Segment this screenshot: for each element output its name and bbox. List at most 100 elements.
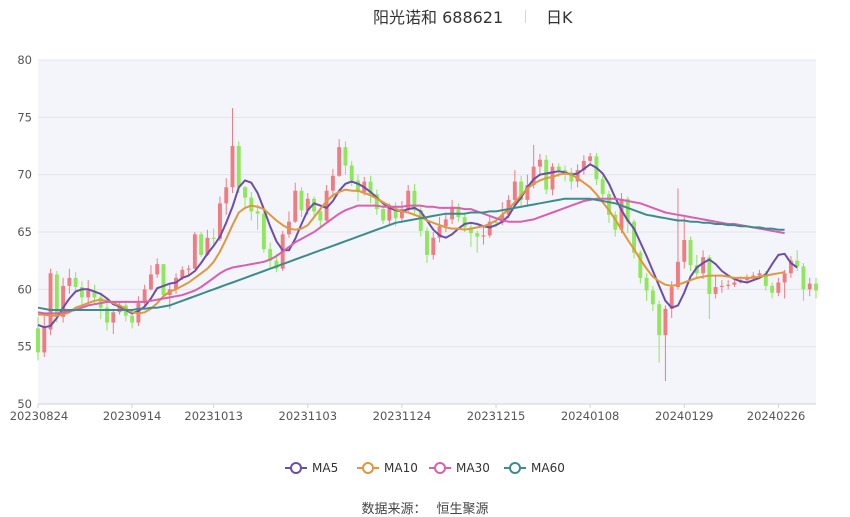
candle-body <box>224 187 229 204</box>
candle-down <box>356 174 360 202</box>
candle-down <box>255 204 260 230</box>
candle-down <box>161 264 166 299</box>
candle-body <box>236 146 241 188</box>
candle-up <box>537 154 542 176</box>
candle-up <box>732 279 737 288</box>
candle-body <box>381 209 386 221</box>
candle-down <box>814 277 818 299</box>
candle-down <box>105 301 109 331</box>
candle-down <box>318 207 323 228</box>
candle-up <box>142 284 147 307</box>
candle-down <box>770 282 775 299</box>
candle-down <box>343 141 348 175</box>
period-label: 日K <box>546 8 573 27</box>
legend-swatch-ma5 <box>285 462 307 474</box>
candle-body <box>54 274 59 317</box>
candle-body <box>186 268 191 270</box>
candle-body <box>111 312 116 323</box>
ma30-line <box>37 197 785 315</box>
candle-body <box>117 305 122 313</box>
candle-body <box>519 181 524 200</box>
candle-down <box>79 281 84 308</box>
legend-item-ma30[interactable]: MA30 <box>429 458 490 478</box>
legend-swatch-ma10 <box>357 462 379 474</box>
candle-up <box>807 277 812 297</box>
y-tick-label: 70 <box>17 168 32 182</box>
candle-down <box>456 203 461 222</box>
stock-name-code: 阳光诺和 688621 <box>373 8 504 27</box>
legend: MA5 MA10 MA30 MA60 <box>0 458 850 478</box>
candle-body <box>644 277 649 291</box>
candle-down <box>236 141 241 194</box>
candle-body <box>613 214 618 230</box>
x-tick-label: 20230914 <box>103 409 162 423</box>
x-tick-label: 20240129 <box>655 409 714 423</box>
candle-up <box>174 273 178 294</box>
candle-down <box>468 222 473 247</box>
candle-body <box>399 209 404 219</box>
candle-body <box>494 221 498 223</box>
y-tick-label: 80 <box>17 53 32 67</box>
candle-body <box>356 180 360 192</box>
candle-up <box>406 184 411 213</box>
candle-up <box>431 232 436 260</box>
candle-up <box>117 301 122 315</box>
candle-down <box>657 300 662 363</box>
candle-body <box>161 264 166 296</box>
candle-up <box>525 174 530 206</box>
candle-up <box>682 217 687 269</box>
data-source: 数据来源： 恒生聚源 <box>0 498 850 517</box>
candle-down <box>569 167 574 190</box>
candle-down <box>374 189 379 215</box>
legend-item-ma60[interactable]: MA60 <box>504 458 565 478</box>
candle-body <box>343 147 348 166</box>
candle-body <box>550 166 555 190</box>
legend-item-ma5[interactable]: MA5 <box>285 458 338 478</box>
candle-down <box>312 196 317 219</box>
candle-body <box>48 273 53 330</box>
title-divider <box>525 10 526 23</box>
candle-body <box>42 327 47 353</box>
candle-up <box>148 265 153 291</box>
candle-down <box>644 273 649 301</box>
candle-down <box>613 211 618 237</box>
candle-up <box>701 250 706 280</box>
source-value: 恒生聚源 <box>436 502 489 517</box>
legend-label-ma30: MA30 <box>456 461 490 475</box>
y-axis: 50 55 60 65 70 75 80 <box>17 53 32 411</box>
candle-up <box>719 280 724 293</box>
candle-body <box>211 237 216 239</box>
x-axis: 20230824 20230914 20231013 20231103 20231124… <box>10 403 816 423</box>
candle-body <box>619 198 624 230</box>
y-tick-label: 65 <box>17 225 32 239</box>
candle-body <box>751 275 756 278</box>
candle-down <box>632 219 636 259</box>
y-tick-label: 75 <box>17 110 32 124</box>
candle-body <box>638 252 643 278</box>
candle-down <box>650 285 655 312</box>
candle-body <box>795 260 800 267</box>
candle-up <box>186 265 191 276</box>
candle-down <box>243 186 247 208</box>
candle-body <box>192 234 197 269</box>
candle-body <box>274 260 279 269</box>
candle-body <box>701 257 706 274</box>
legend-label-ma60: MA60 <box>531 461 565 475</box>
legend-item-ma10[interactable]: MA10 <box>357 458 418 478</box>
candle-body <box>67 277 72 286</box>
candle-body <box>180 269 185 278</box>
candle-body <box>425 230 429 255</box>
candle-body <box>86 290 91 298</box>
ma10-line <box>38 172 785 317</box>
candle-down <box>268 242 273 269</box>
candle-body <box>726 284 731 286</box>
candle-body <box>632 221 636 253</box>
candle-up <box>205 229 210 257</box>
candle-down <box>607 190 611 223</box>
y-tick-label: 55 <box>17 340 32 354</box>
candle-up <box>293 182 298 223</box>
candle-up <box>192 232 197 269</box>
candle-body <box>243 187 247 198</box>
candle-down <box>801 262 806 301</box>
